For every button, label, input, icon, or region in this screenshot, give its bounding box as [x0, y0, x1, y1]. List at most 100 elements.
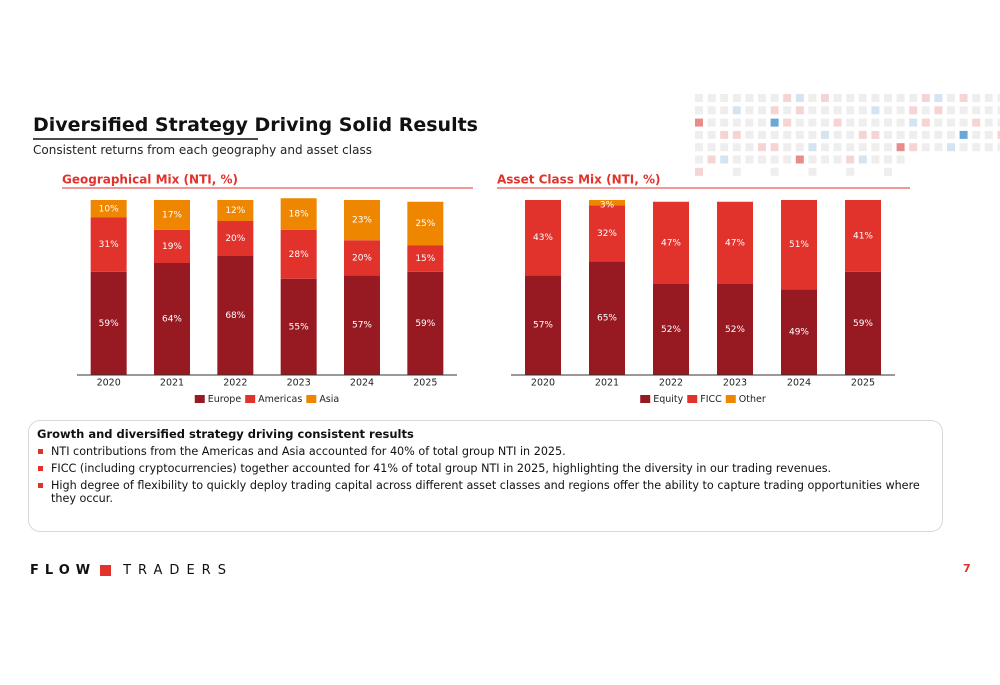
bar-segment: [781, 289, 817, 375]
decor-square: [984, 94, 993, 102]
x-tick-label: 2021: [160, 378, 184, 389]
logo-right: TRADERS: [123, 563, 233, 578]
decor-square: [795, 130, 804, 139]
legend-label: Americas: [258, 394, 302, 405]
decor-square: [909, 143, 918, 152]
decor-square: [959, 143, 968, 152]
legend-label: Other: [739, 394, 766, 405]
decor-square: [758, 143, 766, 152]
decor-square: [707, 143, 716, 152]
decor-square: [846, 155, 855, 164]
decor-square: [770, 155, 779, 164]
bar-segment: [154, 200, 190, 230]
decor-square: [871, 130, 880, 139]
bar-segment: [344, 275, 380, 375]
decor-square: [896, 130, 905, 139]
value-label: 10%: [99, 204, 119, 214]
value-label: 41%: [853, 231, 873, 241]
decor-square: [909, 106, 918, 115]
bar-segment: [90, 200, 127, 218]
bar-segment: [653, 284, 689, 375]
bar-segment: [525, 200, 561, 276]
decor-square: [997, 143, 1000, 152]
value-label: 57%: [352, 321, 372, 331]
bar-segment: [280, 278, 317, 375]
bar-segment: [589, 200, 625, 206]
decor-square: [720, 94, 729, 102]
decor-square: [770, 106, 779, 115]
decor-square: [758, 155, 766, 164]
decor-square: [896, 155, 905, 164]
decor-square: [858, 118, 867, 127]
x-tick-label: 2024: [787, 378, 811, 389]
bar-segment: [154, 229, 190, 263]
decor-square: [808, 94, 817, 102]
bar-segment: [653, 201, 689, 284]
bar-segment: [717, 201, 753, 284]
decor-square: [707, 106, 716, 115]
decor-square: [783, 130, 792, 139]
bar-segment: [90, 217, 127, 272]
decor-square: [884, 118, 892, 127]
decor-square: [758, 106, 766, 115]
value-label: 49%: [789, 328, 809, 338]
bullet: High degree of flexibility to quickly de…: [37, 479, 934, 505]
x-tick-label: 2021: [595, 378, 619, 389]
decor-square: [732, 94, 741, 102]
decor-square: [934, 94, 943, 102]
decor-square: [884, 155, 892, 164]
decor-square: [745, 118, 754, 127]
decor-square: [783, 94, 792, 102]
value-label: 59%: [853, 319, 873, 329]
slide-title: Diversified Strategy Driving Solid Resul…: [33, 114, 478, 136]
value-label: 25%: [415, 219, 435, 229]
decor-square: [858, 94, 867, 102]
notes-heading: Growth and diversified strategy driving …: [37, 427, 414, 441]
decor-square: [720, 106, 729, 115]
decor-square: [972, 118, 981, 127]
x-tick-label: 2024: [350, 378, 374, 389]
decor-square: [934, 143, 943, 152]
decor-square: [896, 94, 905, 102]
bar-segment: [344, 240, 380, 276]
x-tick-label: 2025: [851, 378, 875, 389]
decor-square: [821, 106, 829, 115]
decor-square: [795, 106, 804, 115]
bar-segment: [781, 200, 817, 290]
value-label: 19%: [162, 242, 182, 252]
bar-segment: [589, 261, 625, 375]
legend-label: Europe: [208, 394, 242, 405]
decor-square: [884, 106, 892, 115]
decor-square: [720, 130, 729, 139]
value-label: 64%: [162, 315, 182, 325]
chart-title: Asset Class Mix (NTI, %): [497, 173, 661, 187]
decor-square: [896, 118, 905, 127]
decor-square: [745, 106, 754, 115]
decor-square: [846, 94, 855, 102]
value-label: 59%: [99, 319, 119, 329]
decor-square: [972, 106, 981, 115]
value-label: 18%: [289, 210, 309, 220]
decor-square: [783, 155, 792, 164]
decor-square: [959, 106, 968, 115]
decor-square: [871, 155, 880, 164]
legend-swatch: [245, 395, 256, 403]
decor-square: [821, 118, 829, 127]
decor-square: [732, 143, 741, 152]
decor-square: [984, 118, 993, 127]
decor-square: [884, 143, 892, 152]
legend-label: Asia: [319, 394, 339, 405]
decor-square: [795, 155, 804, 164]
decor-square: [758, 94, 766, 102]
value-label: 20%: [225, 234, 245, 244]
legend-label: Equity: [653, 394, 683, 405]
decor-square: [695, 143, 703, 152]
decor-square: [707, 94, 716, 102]
decor-square: [695, 118, 703, 127]
decor-square: [745, 155, 754, 164]
chart-title: Geographical Mix (NTI, %): [62, 173, 238, 187]
bar-segment: [525, 275, 561, 375]
decor-square: [783, 106, 792, 115]
legend-label: FICC: [700, 394, 722, 405]
decor-square: [884, 167, 892, 176]
